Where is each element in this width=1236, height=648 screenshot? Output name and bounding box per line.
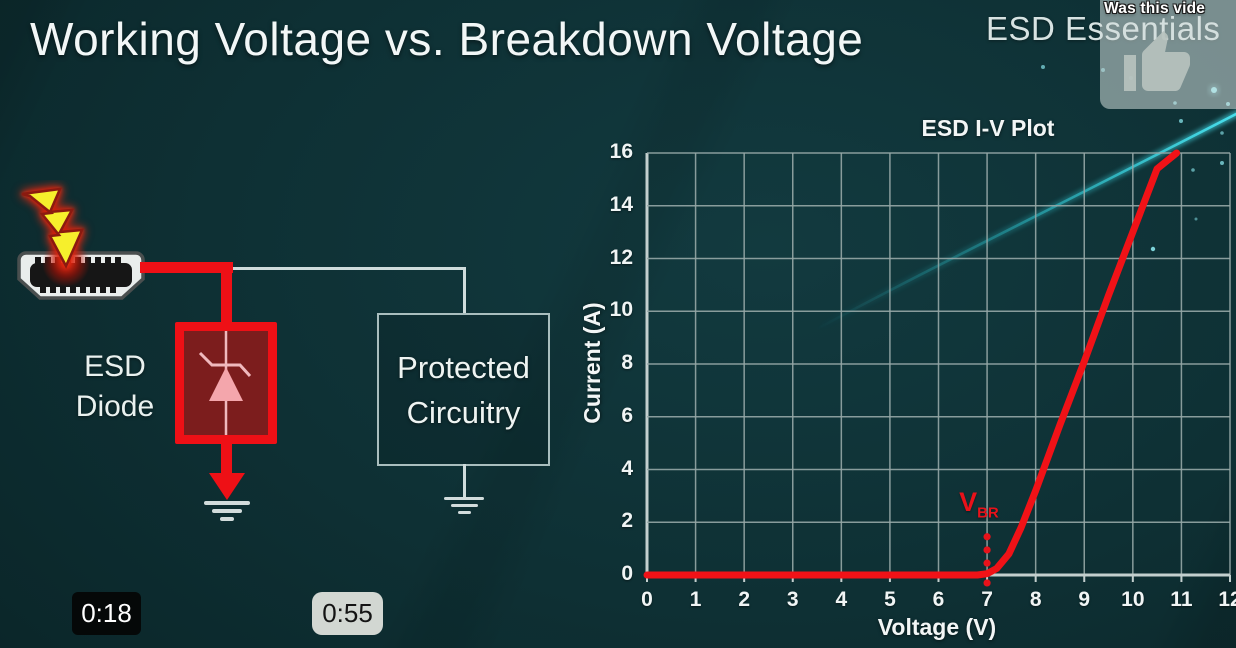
vbr-dotted-marker — [983, 559, 991, 567]
signal-wire-vertical — [463, 267, 466, 315]
signal-wire-horizontal — [231, 267, 465, 270]
ground-symbol-protected — [444, 497, 484, 500]
esd-diode-box — [175, 322, 277, 444]
x-tick-label: 9 — [1078, 588, 1091, 611]
thumbs-up-icon[interactable] — [1118, 28, 1196, 100]
surge-wire-vertical — [221, 262, 232, 324]
x-tick-label: 1 — [689, 588, 702, 611]
timestamp-current: 0:18 — [72, 592, 141, 635]
diode-ground-wire — [221, 444, 232, 476]
x-tick-label: 11 — [1170, 588, 1193, 611]
protected-ground-wire — [463, 464, 466, 497]
x-tick-label: 6 — [932, 588, 945, 611]
timestamp-end: 0:55 — [312, 592, 383, 635]
x-tick-label: 0 — [641, 588, 653, 611]
y-tick-label: 14 — [609, 192, 633, 216]
surge-wire-horizontal — [140, 262, 233, 273]
x-tick-label: 5 — [884, 588, 896, 611]
y-tick-label: 2 — [621, 509, 633, 533]
background-swoosh — [813, 110, 1236, 334]
y-tick-label: 6 — [621, 403, 633, 427]
x-tick-label: 8 — [1029, 588, 1042, 611]
x-tick-label: 10 — [1121, 588, 1145, 611]
x-tick-label: 2 — [738, 588, 750, 611]
x-tick-label: 4 — [835, 588, 848, 611]
vbr-dotted-marker — [983, 533, 991, 541]
y-tick-label: 4 — [621, 456, 633, 480]
protected-circuitry-box: Protected Circuitry — [377, 313, 550, 466]
iv-plot-canvas — [643, 149, 1231, 587]
x-tick-label: 12 — [1218, 588, 1236, 611]
vbr-dotted-marker — [983, 579, 991, 587]
y-tick-label: 12 — [609, 245, 633, 269]
ground-symbol-diode — [204, 501, 250, 505]
vbr-dotted-marker — [983, 546, 991, 554]
ground-symbol-diode — [212, 509, 242, 513]
slide-title: Working Voltage vs. Breakdown Voltage — [30, 13, 864, 65]
ground-symbol-protected — [458, 511, 471, 514]
ground-symbol-diode — [220, 517, 234, 521]
zener-diode-symbol-icon — [198, 331, 252, 435]
current-arrow-icon — [209, 473, 245, 500]
chart-title: ESD I-V Plot — [921, 115, 1055, 141]
x-tick-label: 7 — [981, 588, 993, 611]
y-tick-label: 0 — [621, 562, 633, 585]
y-tick-label: 10 — [609, 298, 633, 322]
feedback-prompt: Was this vide — [1104, 0, 1206, 17]
ground-symbol-protected — [451, 504, 478, 507]
lightning-bolt-icon — [21, 187, 85, 269]
esd-strike-graphic — [17, 187, 145, 300]
protected-circuitry-label: Protected Circuitry — [397, 349, 530, 430]
vbr-annotation: VBR — [959, 486, 999, 521]
esd-diode-label: ESD Diode — [75, 350, 155, 423]
y-tick-label: 8 — [621, 351, 633, 374]
iv-curve — [643, 149, 1181, 579]
x-tick-label: 3 — [786, 588, 799, 611]
y-tick-label: 16 — [609, 140, 633, 163]
x-axis-label: Voltage (V) — [877, 614, 997, 640]
feedback-popup[interactable]: Was this vide — [1100, 0, 1236, 109]
